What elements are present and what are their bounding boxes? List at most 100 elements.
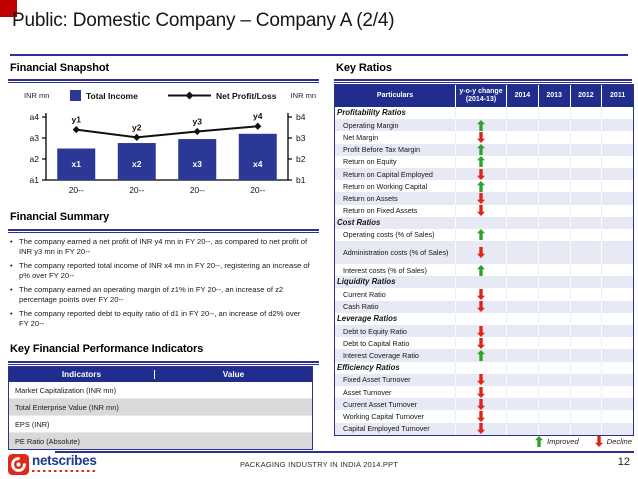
yoy-arrow-cell	[455, 276, 506, 289]
svg-text:x3: x3	[193, 159, 203, 169]
down-arrow-icon	[477, 131, 485, 143]
year-cell	[506, 216, 538, 229]
svg-text:a3: a3	[30, 133, 40, 143]
header-yoy-change: y-o-y change (2014-13)	[455, 85, 506, 107]
down-arrow-icon	[477, 410, 485, 422]
section-key-ratios: Key Ratios	[336, 62, 392, 74]
footer-filename: PACKAGING INDUSTRY IN INDIA 2014.PPT	[239, 460, 399, 469]
svg-text:b1: b1	[296, 175, 306, 185]
svg-text:b4: b4	[296, 112, 306, 122]
year-cell	[569, 410, 602, 423]
ratio-label: Administration costs (% of Sales)	[343, 248, 449, 258]
ratio-label: Liquidity Ratios	[337, 277, 396, 287]
svg-text:INR mn: INR mn	[24, 91, 49, 100]
year-cell	[601, 204, 633, 217]
svg-text:a1: a1	[30, 175, 40, 185]
year-cell	[569, 349, 602, 362]
summary-bullet: • The company reported total income of IN…	[10, 261, 311, 280]
table-row: PE Ratio (Absolute)	[9, 432, 312, 449]
up-arrow-icon	[477, 156, 485, 168]
year-cell	[569, 300, 602, 313]
bullet-text: The company earned a net profit of INR y…	[19, 237, 308, 256]
header-year: 2013	[537, 85, 570, 107]
section-kfpi: Key Financial Performance Indicators	[10, 343, 204, 355]
ratio-row: Return on Assets	[335, 192, 633, 205]
ratio-row: Return on Fixed Assets	[335, 204, 633, 217]
up-arrow-icon	[477, 119, 485, 131]
ratio-label: Return on Fixed Assets	[343, 206, 418, 216]
down-arrow-icon	[477, 337, 485, 349]
key-ratios-table: Particulars y-o-y change (2014-13) 2014 2013…	[334, 84, 634, 436]
svg-text:a2: a2	[30, 154, 40, 164]
logo-text: netscribes	[32, 453, 97, 468]
ratio-label: Interest Coverage Ratio	[343, 350, 419, 360]
year-cell	[506, 410, 538, 423]
svg-text:x1: x1	[72, 159, 82, 169]
year-cell	[537, 385, 570, 399]
bullet-text: The company reported debt to equity rati…	[19, 309, 301, 328]
year-cell	[569, 337, 602, 350]
year-cell	[569, 398, 602, 411]
table-row: Market Capitalization (INR mn)	[9, 382, 312, 398]
ratio-label: Operating costs (% of Sales)	[343, 230, 435, 240]
year-cell	[601, 312, 633, 325]
down-arrow-icon	[477, 192, 485, 204]
yoy-arrow-cell	[455, 216, 506, 229]
ratio-row: Administration costs (% of Sales)	[335, 241, 633, 265]
year-cell	[506, 241, 538, 265]
year-cell	[537, 131, 570, 144]
ratio-label: Cost Ratios	[337, 217, 381, 227]
yoy-arrow-cell	[455, 119, 506, 132]
header-year: 2014	[506, 85, 538, 107]
ratio-row: Return on Equity	[335, 155, 633, 168]
year-cell	[537, 349, 570, 362]
financial-summary-underline	[8, 229, 319, 233]
yoy-arrow-cell	[455, 361, 506, 374]
year-cell	[506, 337, 538, 350]
up-arrow-icon	[477, 349, 485, 361]
year-cell	[506, 288, 538, 301]
bullet-text: The company reported total income of INR…	[19, 261, 310, 280]
year-cell	[601, 192, 633, 205]
ratio-row: Capital Employed Turnover	[335, 422, 633, 435]
year-cell	[537, 373, 570, 386]
yoy-arrow-cell	[455, 131, 506, 144]
ratio-label: Capital Employed Turnover	[343, 424, 430, 434]
year-cell	[601, 398, 633, 411]
ratio-row: Cash Ratio	[335, 300, 633, 313]
ratio-label: Interest costs (% of Sales)	[343, 265, 427, 275]
up-arrow-icon	[477, 144, 485, 156]
ratio-label: Return on Assets	[343, 193, 398, 203]
yoy-arrow-cell	[455, 312, 506, 325]
table-row: Total Enterprise Value (INR mn)	[9, 398, 312, 415]
kfpi-table: Indicators Value Market Capitalization (IN…	[8, 366, 313, 450]
year-cell	[569, 216, 602, 229]
ratio-label: Return on Capital Employed	[343, 169, 433, 179]
year-cell	[601, 349, 633, 362]
year-cell	[601, 180, 633, 193]
year-cell	[537, 325, 570, 338]
down-arrow-icon	[477, 247, 485, 259]
year-cell	[537, 276, 570, 289]
svg-text:Total Income: Total Income	[86, 91, 138, 101]
ratio-label: Return on Equity	[343, 157, 397, 167]
svg-text:20--: 20--	[69, 185, 84, 195]
yoy-arrow-cell	[455, 373, 506, 386]
bullet-dot: •	[10, 237, 13, 246]
year-cell	[506, 155, 538, 168]
year-cell	[537, 216, 570, 229]
year-cell	[601, 119, 633, 132]
year-cell	[601, 422, 633, 435]
ratio-row: Interest costs (% of Sales)	[335, 264, 633, 277]
down-arrow-icon	[477, 205, 485, 217]
ratio-label: Asset Turnover	[343, 387, 392, 397]
svg-text:y2: y2	[132, 122, 142, 132]
legend-label: Improved	[547, 437, 579, 446]
yoy-arrow-cell	[455, 264, 506, 277]
bullet-text: The company earned an operating margin o…	[19, 285, 284, 304]
ratio-label: Profitability Ratios	[337, 108, 406, 118]
yoy-arrow-cell	[455, 422, 506, 435]
year-cell	[601, 228, 633, 242]
year-cell	[506, 312, 538, 325]
bullet-dot: •	[10, 285, 13, 295]
